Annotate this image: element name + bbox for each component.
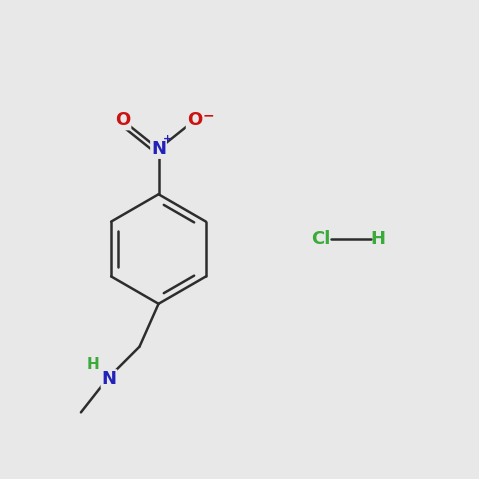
Text: +: +	[162, 135, 172, 145]
Text: O: O	[187, 112, 202, 129]
Text: H: H	[86, 357, 99, 372]
Text: H: H	[370, 230, 385, 249]
Text: Cl: Cl	[311, 230, 330, 249]
Text: N: N	[151, 140, 166, 158]
Text: N: N	[102, 370, 116, 388]
Text: O: O	[115, 112, 130, 129]
Text: −: −	[203, 109, 215, 123]
